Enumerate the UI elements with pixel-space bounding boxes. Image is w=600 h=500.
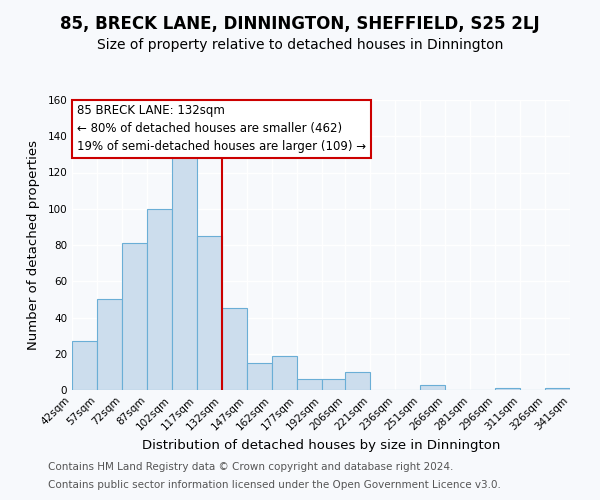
Bar [420, 384, 445, 390]
Text: 85 BRECK LANE: 132sqm
← 80% of detached houses are smaller (462)
19% of semi-det: 85 BRECK LANE: 132sqm ← 80% of detached … [77, 104, 366, 154]
Bar [545, 388, 570, 390]
Bar [122, 243, 147, 390]
Bar [495, 388, 520, 390]
Bar [97, 300, 122, 390]
Bar [222, 308, 247, 390]
Bar [197, 236, 222, 390]
Bar [322, 379, 347, 390]
Bar [172, 154, 197, 390]
Bar [297, 379, 322, 390]
Bar [72, 341, 97, 390]
Text: Size of property relative to detached houses in Dinnington: Size of property relative to detached ho… [97, 38, 503, 52]
Bar [272, 356, 297, 390]
X-axis label: Distribution of detached houses by size in Dinnington: Distribution of detached houses by size … [142, 438, 500, 452]
Text: 85, BRECK LANE, DINNINGTON, SHEFFIELD, S25 2LJ: 85, BRECK LANE, DINNINGTON, SHEFFIELD, S… [60, 15, 540, 33]
Bar [345, 372, 370, 390]
Bar [247, 363, 272, 390]
Y-axis label: Number of detached properties: Number of detached properties [28, 140, 40, 350]
Text: Contains public sector information licensed under the Open Government Licence v3: Contains public sector information licen… [48, 480, 501, 490]
Text: Contains HM Land Registry data © Crown copyright and database right 2024.: Contains HM Land Registry data © Crown c… [48, 462, 454, 472]
Bar [147, 209, 172, 390]
